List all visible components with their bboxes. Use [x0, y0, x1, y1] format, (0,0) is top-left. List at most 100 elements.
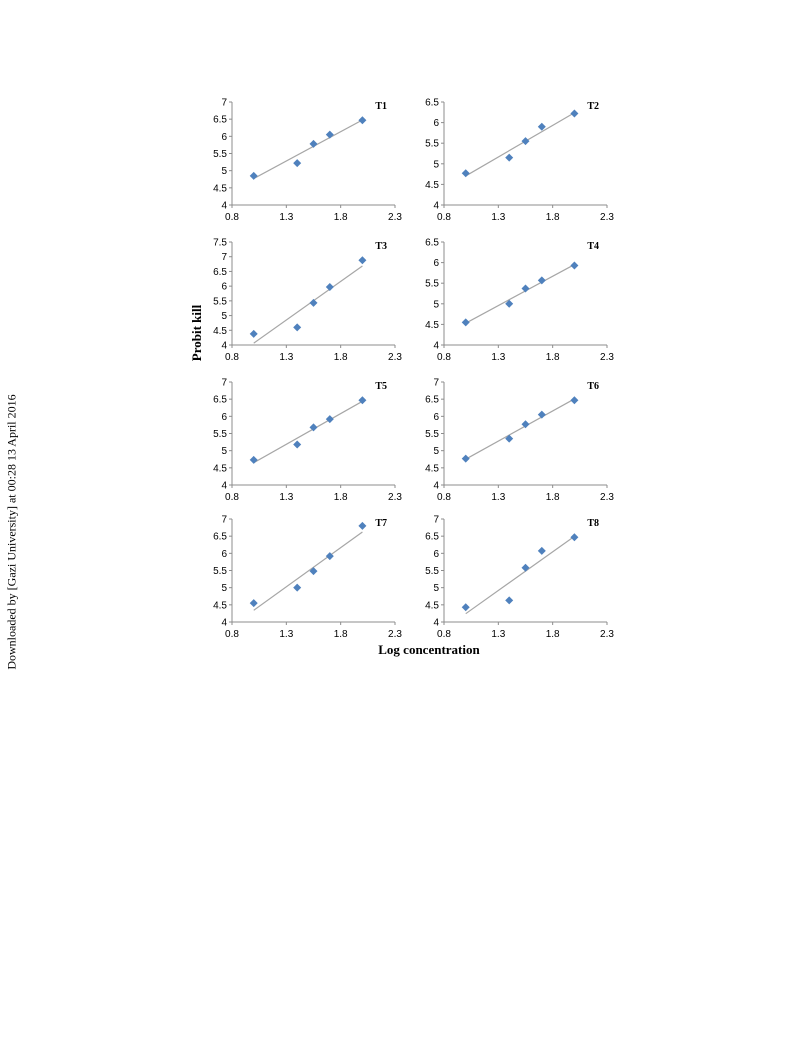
x-tick-label: 2.3 [600, 492, 614, 503]
trendline [465, 264, 575, 324]
y-tick-label: 5 [221, 166, 227, 177]
data-point [461, 454, 470, 463]
y-tick-label: 4 [433, 201, 439, 212]
data-point [521, 563, 530, 572]
data-point [249, 329, 258, 338]
panel-label: T4 [587, 241, 599, 252]
y-tick-label: 5.5 [213, 149, 227, 160]
x-tick-label: 1.8 [546, 212, 560, 223]
y-tick-label: 6.5 [425, 98, 439, 109]
y-tick-label: 5 [221, 446, 227, 457]
data-point [461, 603, 470, 612]
panel-label: T3 [375, 241, 387, 252]
data-point [537, 410, 546, 419]
y-tick-label: 7 [221, 378, 227, 389]
x-tick-label: 0.8 [225, 352, 239, 363]
y-tick-label: 5 [221, 311, 227, 322]
x-tick-label: 1.8 [546, 492, 560, 503]
x-tick-label: 0.8 [437, 629, 451, 640]
data-point [521, 284, 530, 293]
y-tick-label: 4.5 [425, 463, 439, 474]
y-tick-label: 5.5 [213, 429, 227, 440]
x-tick-label: 1.3 [279, 629, 293, 640]
data-point [358, 521, 367, 530]
x-tick-label: 0.8 [437, 352, 451, 363]
trendline [253, 119, 363, 180]
panel-label: T1 [375, 101, 387, 112]
y-tick-label: 5.5 [425, 429, 439, 440]
trendline [253, 265, 363, 344]
x-tick-label: 1.8 [334, 352, 348, 363]
panel-label: T7 [375, 518, 387, 529]
panel-label: T6 [587, 381, 599, 392]
x-tick-label: 1.8 [334, 212, 348, 223]
data-point [521, 420, 530, 429]
y-tick-label: 6.5 [213, 267, 227, 278]
y-tick-label: 4.5 [213, 600, 227, 611]
data-point [249, 599, 258, 608]
data-point [358, 116, 367, 125]
x-tick-label: 1.3 [491, 492, 505, 503]
y-tick-label: 5.5 [425, 566, 439, 577]
y-tick-label: 5 [433, 299, 439, 310]
data-point [309, 298, 318, 307]
data-point [249, 171, 258, 180]
data-point [570, 533, 579, 542]
trendline [465, 112, 575, 177]
x-tick-label: 0.8 [225, 212, 239, 223]
trendline [465, 398, 575, 460]
y-tick-label: 4 [433, 618, 439, 629]
data-point [521, 137, 530, 146]
x-tick-label: 0.8 [437, 212, 451, 223]
x-tick-label: 1.8 [334, 492, 348, 503]
x-tick-label: 0.8 [437, 492, 451, 503]
x-tick-label: 1.3 [279, 352, 293, 363]
x-tick-label: 2.3 [600, 629, 614, 640]
x-tick-label: 1.8 [546, 629, 560, 640]
y-tick-label: 4 [221, 341, 227, 352]
data-point [293, 583, 302, 592]
data-point [505, 434, 514, 443]
y-tick-label: 6 [221, 412, 227, 423]
y-tick-label: 6.5 [425, 532, 439, 543]
data-point [309, 567, 318, 576]
x-tick-label: 0.8 [225, 492, 239, 503]
panel-t6: 4 4.5 5 5.5 6 6.5 7 0.8 1.3 1.8 2.3 T6 [425, 378, 614, 504]
panel-t3: 4 4.5 5 5.5 6 6.5 7 7.5 0.8 1.3 1.8 2.3 T3 [213, 238, 402, 364]
y-tick-label: 7 [433, 515, 439, 526]
y-tick-label: 6.5 [213, 532, 227, 543]
y-tick-label: 5 [433, 159, 439, 170]
data-point [461, 169, 470, 178]
y-tick-label: 6.5 [213, 115, 227, 126]
x-tick-label: 1.8 [546, 352, 560, 363]
y-tick-label: 4 [433, 341, 439, 352]
x-tick-label: 1.8 [334, 629, 348, 640]
y-tick-label: 5.5 [213, 566, 227, 577]
y-tick-label: 6 [433, 118, 439, 129]
panel-t2: 4 4.5 5 5.5 6 6.5 0.8 1.3 1.8 2.3 T2 [425, 98, 614, 224]
y-tick-label: 4 [221, 618, 227, 629]
panel-t5: 4 4.5 5 5.5 6 6.5 7 0.8 1.3 1.8 2.3 T5 [213, 378, 402, 504]
y-tick-label: 5 [433, 446, 439, 457]
y-axis-title: Probit kill [189, 304, 204, 361]
x-tick-label: 1.3 [491, 352, 505, 363]
y-tick-label: 5.5 [213, 296, 227, 307]
panel-t1: 4 4.5 5 5.5 6 6.5 7 0.8 1.3 1.8 2.3 T1 [213, 98, 402, 224]
x-tick-label: 1.3 [491, 212, 505, 223]
y-tick-label: 4.5 [213, 463, 227, 474]
data-point [537, 122, 546, 131]
trendline [465, 535, 575, 615]
y-tick-label: 5 [433, 583, 439, 594]
panel-label: T5 [375, 381, 387, 392]
data-point [325, 283, 334, 292]
data-point [570, 109, 579, 118]
data-point [570, 396, 579, 405]
x-tick-label: 0.8 [225, 629, 239, 640]
panel-grid: 4 4.5 5 5.5 6 6.5 7 0.8 1.3 1.8 2.3 T1 4 4.5 5 5.5 6 6.5 0… [213, 98, 614, 641]
data-point [249, 455, 258, 464]
y-tick-label: 4.5 [425, 180, 439, 191]
y-tick-label: 6 [221, 282, 227, 293]
panel-label: T2 [587, 101, 599, 112]
x-tick-label: 2.3 [600, 212, 614, 223]
data-point [505, 153, 514, 162]
